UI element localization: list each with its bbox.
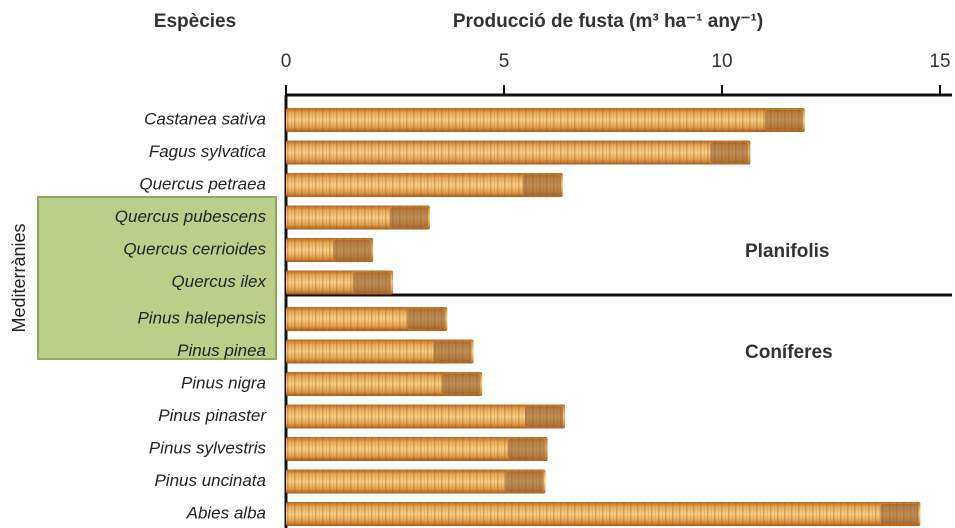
bar-end	[333, 240, 372, 260]
group-label: Planifolis	[745, 241, 829, 262]
x-tick-label: 10	[711, 51, 732, 72]
highlight-box	[37, 196, 277, 360]
bar-end	[442, 374, 481, 394]
x-tick-label: 0	[281, 51, 292, 72]
bar-grain	[286, 173, 563, 197]
bar-grain	[286, 502, 921, 526]
highlight-label: Mediterrànies	[9, 223, 29, 332]
bar-end	[407, 309, 446, 329]
bar-end	[880, 504, 919, 524]
bar-end	[525, 406, 564, 427]
y-tick-label: Pinus uncinata	[154, 471, 266, 490]
y-tick-label: Pinus nigra	[181, 373, 266, 392]
y-tick-label: Pinus halepensis	[137, 308, 266, 327]
x-tick-label: 15	[929, 51, 950, 72]
bar-grain	[286, 108, 805, 132]
y-tick-label: Pinus sylvestris	[149, 438, 267, 457]
y-axis-label: Espècies	[154, 11, 236, 32]
bar-end	[507, 439, 546, 459]
y-tick-label: Fagus sylvatica	[149, 142, 266, 161]
bar-grain	[286, 469, 546, 494]
bar-end	[352, 272, 391, 293]
bar-grain	[286, 140, 751, 165]
group-label: Coníferes	[745, 342, 833, 363]
bar-end	[710, 142, 749, 163]
y-tick-label: Abies alba	[186, 503, 266, 522]
bar-end	[505, 471, 544, 492]
y-tick-label: Castanea sativa	[144, 109, 266, 128]
bar-grain	[286, 404, 566, 429]
y-tick-label: Quercus petraea	[139, 174, 266, 193]
y-tick-label: Quercus pubescens	[115, 207, 267, 226]
y-tick-label: Pinus pinea	[177, 341, 266, 360]
bar-end	[764, 110, 803, 130]
chart-title: Producció de fusta (m³ ha⁻¹ any⁻¹)	[453, 11, 763, 32]
bar-grain	[286, 437, 548, 461]
y-tick-label: Quercus cerrioides	[123, 239, 266, 258]
y-tick-label: Pinus pinaster	[158, 406, 267, 425]
bar-end	[389, 207, 428, 228]
bar-end	[522, 175, 561, 195]
y-tick-label: Quercus ilex	[172, 272, 267, 291]
bar-end	[433, 341, 472, 362]
x-tick-label: 5	[499, 51, 510, 72]
